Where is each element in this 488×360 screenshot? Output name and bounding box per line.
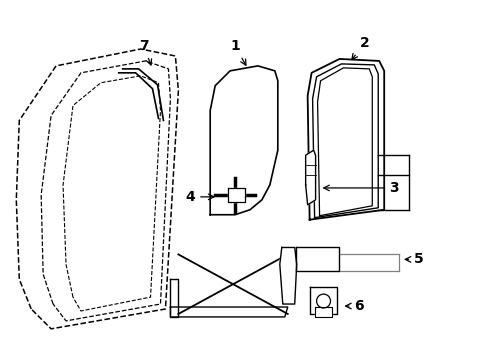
Polygon shape — [170, 279, 178, 317]
Polygon shape — [295, 247, 339, 271]
Polygon shape — [305, 150, 315, 205]
Text: 1: 1 — [230, 39, 245, 65]
Polygon shape — [314, 307, 332, 317]
Text: 7: 7 — [139, 39, 151, 65]
Polygon shape — [307, 59, 384, 220]
Polygon shape — [227, 188, 244, 202]
Polygon shape — [210, 66, 277, 215]
Text: 2: 2 — [351, 36, 368, 59]
Text: 6: 6 — [345, 299, 364, 313]
Circle shape — [316, 294, 330, 308]
Polygon shape — [279, 247, 296, 304]
Text: 5: 5 — [405, 252, 423, 266]
Text: 4: 4 — [185, 190, 214, 204]
Polygon shape — [170, 307, 287, 317]
Polygon shape — [309, 287, 337, 314]
Text: 3: 3 — [323, 181, 398, 195]
